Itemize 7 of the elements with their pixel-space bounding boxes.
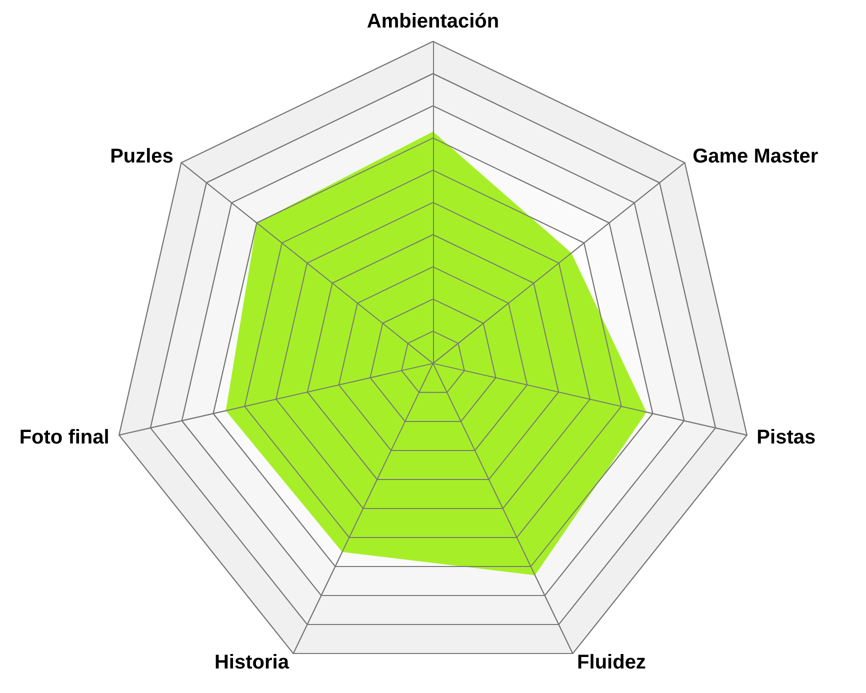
spoke-label: Puzles bbox=[110, 145, 174, 168]
spoke-label: Fluidez bbox=[577, 652, 646, 674]
spoke-label: Ambientación bbox=[366, 10, 500, 32]
spoke-label: Pistas bbox=[756, 426, 816, 448]
spoke-label: Foto final bbox=[19, 426, 110, 448]
spoke-label: Historia bbox=[214, 652, 290, 674]
spoke-label: Game Master bbox=[692, 145, 818, 168]
